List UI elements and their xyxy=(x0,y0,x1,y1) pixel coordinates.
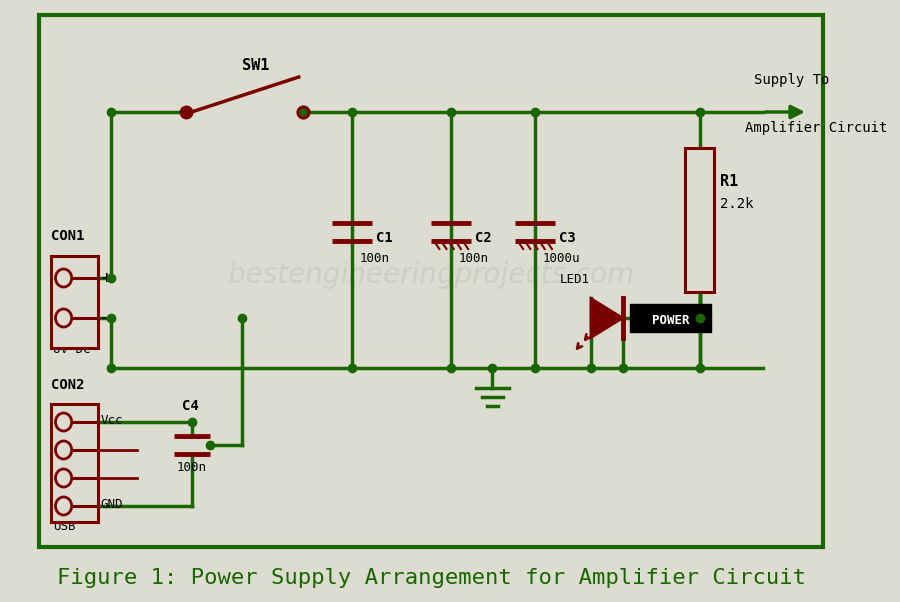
Text: R1: R1 xyxy=(719,174,738,189)
Text: -: - xyxy=(101,311,106,325)
Text: LED1: LED1 xyxy=(560,273,590,286)
Bar xyxy=(51,256,98,348)
Text: SW1: SW1 xyxy=(242,58,269,73)
Text: 100n: 100n xyxy=(458,252,488,265)
Bar xyxy=(40,15,824,547)
Text: C3: C3 xyxy=(559,231,576,245)
Text: C4: C4 xyxy=(182,399,198,413)
Text: C1: C1 xyxy=(376,231,393,245)
Text: +: + xyxy=(101,271,112,285)
Text: CON1: CON1 xyxy=(51,229,85,243)
Bar xyxy=(685,148,714,292)
Text: USB: USB xyxy=(53,520,76,533)
Polygon shape xyxy=(590,298,623,338)
Text: Figure 1: Power Supply Arrangement for Amplifier Circuit: Figure 1: Power Supply Arrangement for A… xyxy=(57,568,806,588)
Bar xyxy=(51,404,98,522)
Text: 100n: 100n xyxy=(176,461,206,474)
Text: CON2: CON2 xyxy=(51,378,85,392)
Text: 100n: 100n xyxy=(359,252,389,265)
Text: 6V DC: 6V DC xyxy=(53,343,90,356)
Text: 2.2k: 2.2k xyxy=(719,197,753,211)
Text: GND: GND xyxy=(101,498,123,511)
Text: Amplifier Circuit: Amplifier Circuit xyxy=(745,121,887,135)
Text: Vcc: Vcc xyxy=(101,414,123,427)
Text: C2: C2 xyxy=(475,231,492,245)
Text: Supply To: Supply To xyxy=(754,73,829,87)
Bar xyxy=(630,304,711,332)
Text: POWER: POWER xyxy=(652,314,689,326)
Text: 1000u: 1000u xyxy=(542,252,580,265)
Text: bestengineeringprojects.com: bestengineeringprojects.com xyxy=(229,261,634,289)
